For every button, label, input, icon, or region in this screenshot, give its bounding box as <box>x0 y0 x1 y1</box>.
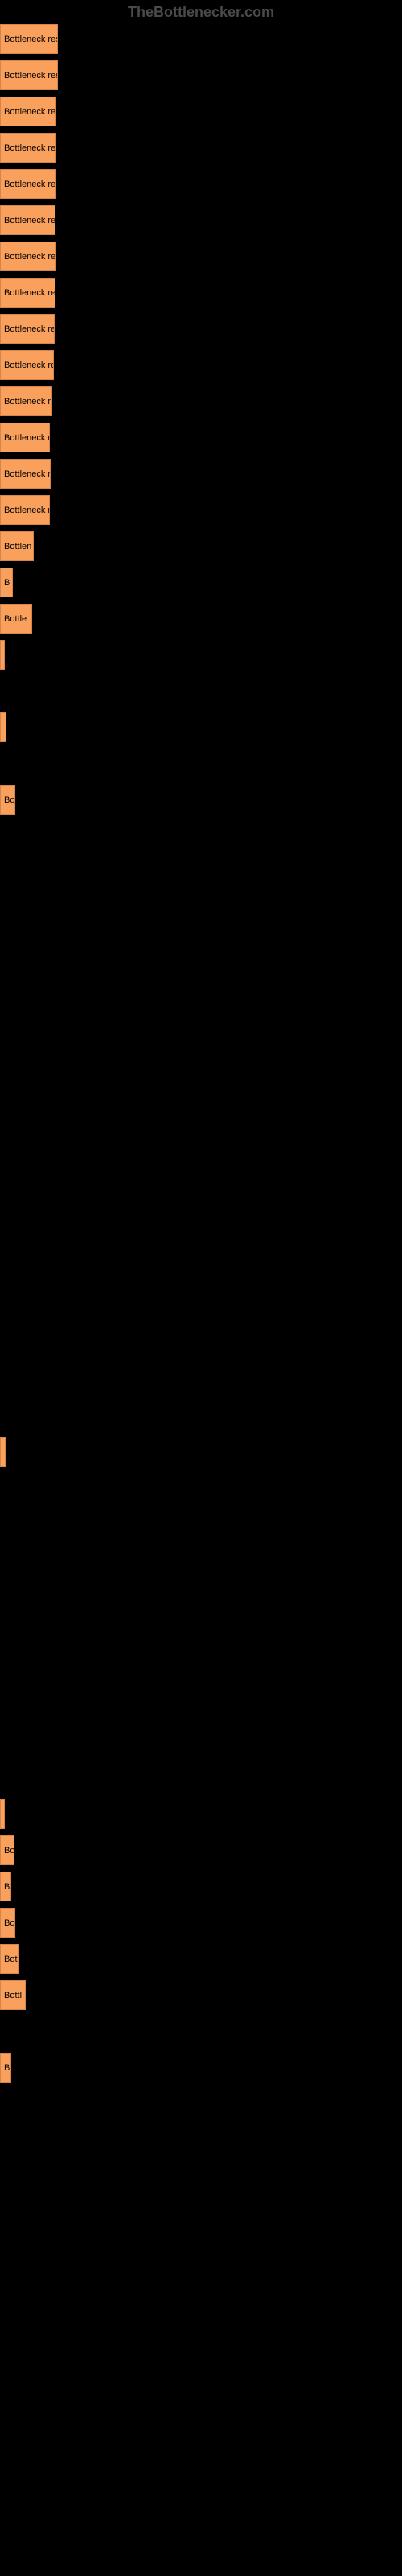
bar-row: Bottleneck resul <box>0 60 402 90</box>
chart-bar: B <box>0 2053 11 2083</box>
bar-row: Bottleneck r <box>0 423 402 452</box>
bar-row <box>0 676 402 706</box>
chart-bar: Bottleneck resu <box>0 133 56 163</box>
chart-bar <box>0 1799 5 1829</box>
bar-row: Bo <box>0 1835 402 1865</box>
bar-row <box>0 821 402 851</box>
bar-row <box>0 640 402 670</box>
bar-row <box>0 1147 402 1177</box>
bar-row: Bottleneck resu <box>0 97 402 126</box>
chart-bar: Bottleneck res <box>0 350 54 380</box>
chart-bar <box>0 640 5 670</box>
bar-row <box>0 930 402 960</box>
chart-bar: Bottleneck r <box>0 495 50 525</box>
bar-row: Bottleneck res <box>0 314 402 344</box>
chart-bar: Bottleneck re <box>0 386 52 416</box>
bar-row: B <box>0 568 402 597</box>
chart-bar: Bottlen <box>0 531 34 561</box>
bar-row <box>0 1690 402 1720</box>
chart-bar <box>0 1437 6 1467</box>
chart-bar: Bottleneck res <box>0 314 55 344</box>
chart-bar: Bo <box>0 1835 14 1865</box>
bar-row: Bottleneck r <box>0 495 402 525</box>
watermark: TheBottlenecker.com <box>128 4 274 21</box>
chart-bar: Bottleneck r <box>0 459 51 489</box>
bar-row: B <box>0 2053 402 2083</box>
bar-row: Bo <box>0 1908 402 1938</box>
bar-row <box>0 857 402 887</box>
chart-bar: Bottleneck resu <box>0 169 56 199</box>
bar-row <box>0 1364 402 1394</box>
bar-row: Bottleneck resu <box>0 169 402 199</box>
chart-bar: Bottl <box>0 1980 26 2010</box>
chart-container: Bottleneck resu Bottleneck resul Bottlenec… <box>0 0 402 2083</box>
chart-bar: B <box>0 568 13 597</box>
bar-row: Bottleneck resu <box>0 24 402 54</box>
bar-row: B <box>0 1872 402 1901</box>
bar-row <box>0 1038 402 1068</box>
bar-row: Bottleneck res <box>0 205 402 235</box>
bar-row <box>0 712 402 742</box>
bar-row: Bottleneck re <box>0 386 402 416</box>
bar-row <box>0 1509 402 1539</box>
chart-bar <box>0 712 6 742</box>
chart-bar: Bottleneck resu <box>0 242 56 271</box>
bar-row: Bottleneck res <box>0 350 402 380</box>
bar-row: Bottleneck res <box>0 278 402 308</box>
bar-row: Bottlen <box>0 531 402 561</box>
bar-row: Bo <box>0 785 402 815</box>
chart-bar: Bottleneck resul <box>0 60 58 90</box>
bar-row <box>0 1799 402 1829</box>
chart-bar: Bot <box>0 1944 19 1974</box>
bar-row: Bottleneck resu <box>0 133 402 163</box>
chart-bar: Bottle <box>0 604 32 634</box>
bar-row: Bottl <box>0 1980 402 2010</box>
chart-bar: Bottleneck res <box>0 278 55 308</box>
bar-row <box>0 1183 402 1213</box>
chart-bar: Bottleneck resu <box>0 97 56 126</box>
bar-row <box>0 1075 402 1104</box>
chart-bar: Bottleneck r <box>0 423 50 452</box>
chart-bar: Bottleneck resu <box>0 24 58 54</box>
bar-row <box>0 1256 402 1286</box>
bar-row <box>0 1546 402 1575</box>
bar-row <box>0 1292 402 1322</box>
bar-row <box>0 1328 402 1358</box>
bar-row: Bot <box>0 1944 402 1974</box>
bar-row: Bottleneck resu <box>0 242 402 271</box>
chart-bar: Bottleneck res <box>0 205 55 235</box>
bar-row <box>0 749 402 778</box>
bar-row <box>0 1401 402 1430</box>
bar-row <box>0 1002 402 1032</box>
chart-bar: Bo <box>0 785 15 815</box>
bar-row <box>0 1220 402 1249</box>
bar-row <box>0 2017 402 2046</box>
chart-bar: Bo <box>0 1908 15 1938</box>
chart-bar: B <box>0 1872 11 1901</box>
bar-row <box>0 894 402 923</box>
bar-row <box>0 1727 402 1757</box>
bar-row <box>0 1111 402 1141</box>
bar-row: Bottle <box>0 604 402 634</box>
bar-row <box>0 1763 402 1793</box>
bar-row: Bottleneck r <box>0 459 402 489</box>
bar-row <box>0 1437 402 1467</box>
bar-row <box>0 1654 402 1684</box>
bar-row <box>0 1582 402 1612</box>
bar-row <box>0 1473 402 1503</box>
bar-row <box>0 966 402 996</box>
bar-row <box>0 1618 402 1648</box>
